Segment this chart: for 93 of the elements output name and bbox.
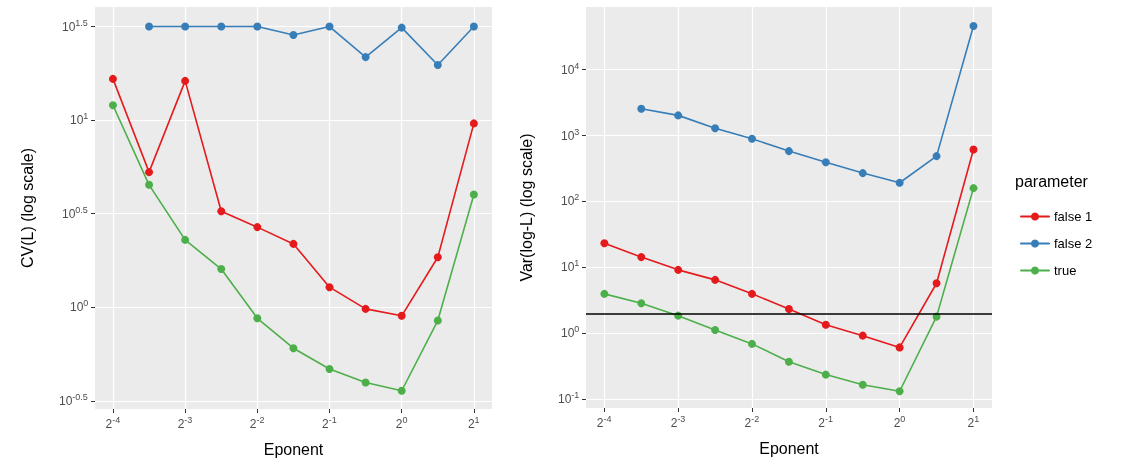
point <box>858 169 867 178</box>
point <box>253 314 262 323</box>
point <box>637 299 646 308</box>
y-tick-label: 10$^{-1}$ <box>558 390 580 407</box>
point <box>397 386 406 395</box>
point <box>895 178 904 187</box>
y-tick-label: 10$^{2}$ <box>561 192 580 209</box>
x-tick-label: 2$^{-3}$ <box>670 414 686 430</box>
point <box>711 124 720 133</box>
x-tick-label: 2$^{-2}$ <box>249 415 265 431</box>
point <box>253 223 262 232</box>
x-tick-label: 2$^{1}$ <box>467 415 480 431</box>
point <box>784 357 793 366</box>
point <box>821 320 830 329</box>
point <box>217 207 226 216</box>
x-axis-title: Eponent <box>263 440 324 458</box>
x-tick-label: 2$^{-1}$ <box>818 414 834 430</box>
point <box>784 147 793 156</box>
point <box>433 316 442 325</box>
point <box>433 60 442 69</box>
point <box>932 152 941 161</box>
point <box>674 265 683 274</box>
y-tick-label: 10$^{1}$ <box>70 111 89 128</box>
point <box>748 289 757 298</box>
point <box>181 76 190 85</box>
point <box>361 378 370 387</box>
point <box>969 22 978 31</box>
point <box>361 304 370 313</box>
x-tick-label: 2$^{-4}$ <box>596 414 612 430</box>
point <box>145 180 154 189</box>
x-tick-label: 2$^{-3}$ <box>177 415 193 431</box>
y-tick-label: 10$^{0.5}$ <box>62 204 88 221</box>
point <box>361 53 370 62</box>
y-axis-title: Var(log-L) (log scale) <box>517 133 535 282</box>
x-tick-label: 2$^{-1}$ <box>322 415 337 431</box>
point <box>821 370 830 379</box>
point <box>325 364 334 373</box>
point <box>600 289 609 298</box>
point <box>108 101 117 110</box>
point <box>784 304 793 313</box>
y-axis-title: CV(L) (log scale) <box>18 147 36 269</box>
point <box>325 283 334 292</box>
y-tick-label: 10$^{4}$ <box>561 60 580 77</box>
point <box>637 104 646 113</box>
point <box>469 22 478 31</box>
point <box>397 311 406 320</box>
point <box>637 253 646 262</box>
point <box>858 380 867 389</box>
point <box>748 339 757 348</box>
x-tick-label: 2$^{-2}$ <box>744 414 760 430</box>
point <box>674 111 683 120</box>
y-tick-label: 10$^{-0.5}$ <box>59 391 88 408</box>
point <box>217 265 226 274</box>
point <box>145 168 154 177</box>
point <box>469 190 478 199</box>
point <box>253 22 262 31</box>
point <box>217 22 226 31</box>
point <box>600 239 609 248</box>
point <box>858 331 867 340</box>
x-tick-label: 2$^{0}$ <box>893 414 906 430</box>
x-axis-title: Eponent <box>759 439 820 457</box>
point <box>108 74 117 83</box>
point <box>289 30 298 39</box>
point <box>181 235 190 244</box>
point <box>469 119 478 128</box>
point <box>748 134 757 143</box>
x-tick-label: 2$^{1}$ <box>967 414 980 430</box>
point <box>145 22 154 31</box>
legend-label: false 1 <box>1054 209 1093 224</box>
point <box>181 22 190 31</box>
x-tick-label: 2$^{-4}$ <box>105 415 121 431</box>
y-tick-label: 10$^{3}$ <box>561 126 580 143</box>
point <box>932 279 941 288</box>
y-tick-label: 10$^{1}$ <box>561 258 580 275</box>
point <box>821 158 830 167</box>
y-tick-label: 10$^{0}$ <box>70 298 89 315</box>
legend-label: false 2 <box>1054 236 1093 251</box>
point <box>895 343 904 352</box>
legend-title: parameter <box>1015 172 1089 190</box>
point <box>895 387 904 396</box>
legend-label: true <box>1054 263 1077 278</box>
x-tick-label: 2$^{0}$ <box>395 415 408 431</box>
point <box>397 23 406 32</box>
point <box>433 253 442 262</box>
point <box>289 344 298 353</box>
point <box>969 184 978 193</box>
point <box>711 275 720 284</box>
point <box>969 145 978 154</box>
point <box>711 326 720 335</box>
point <box>325 22 334 31</box>
y-tick-label: 10$^{1.5}$ <box>62 17 88 34</box>
point <box>289 239 298 248</box>
y-tick-label: 10$^{0}$ <box>561 324 580 341</box>
